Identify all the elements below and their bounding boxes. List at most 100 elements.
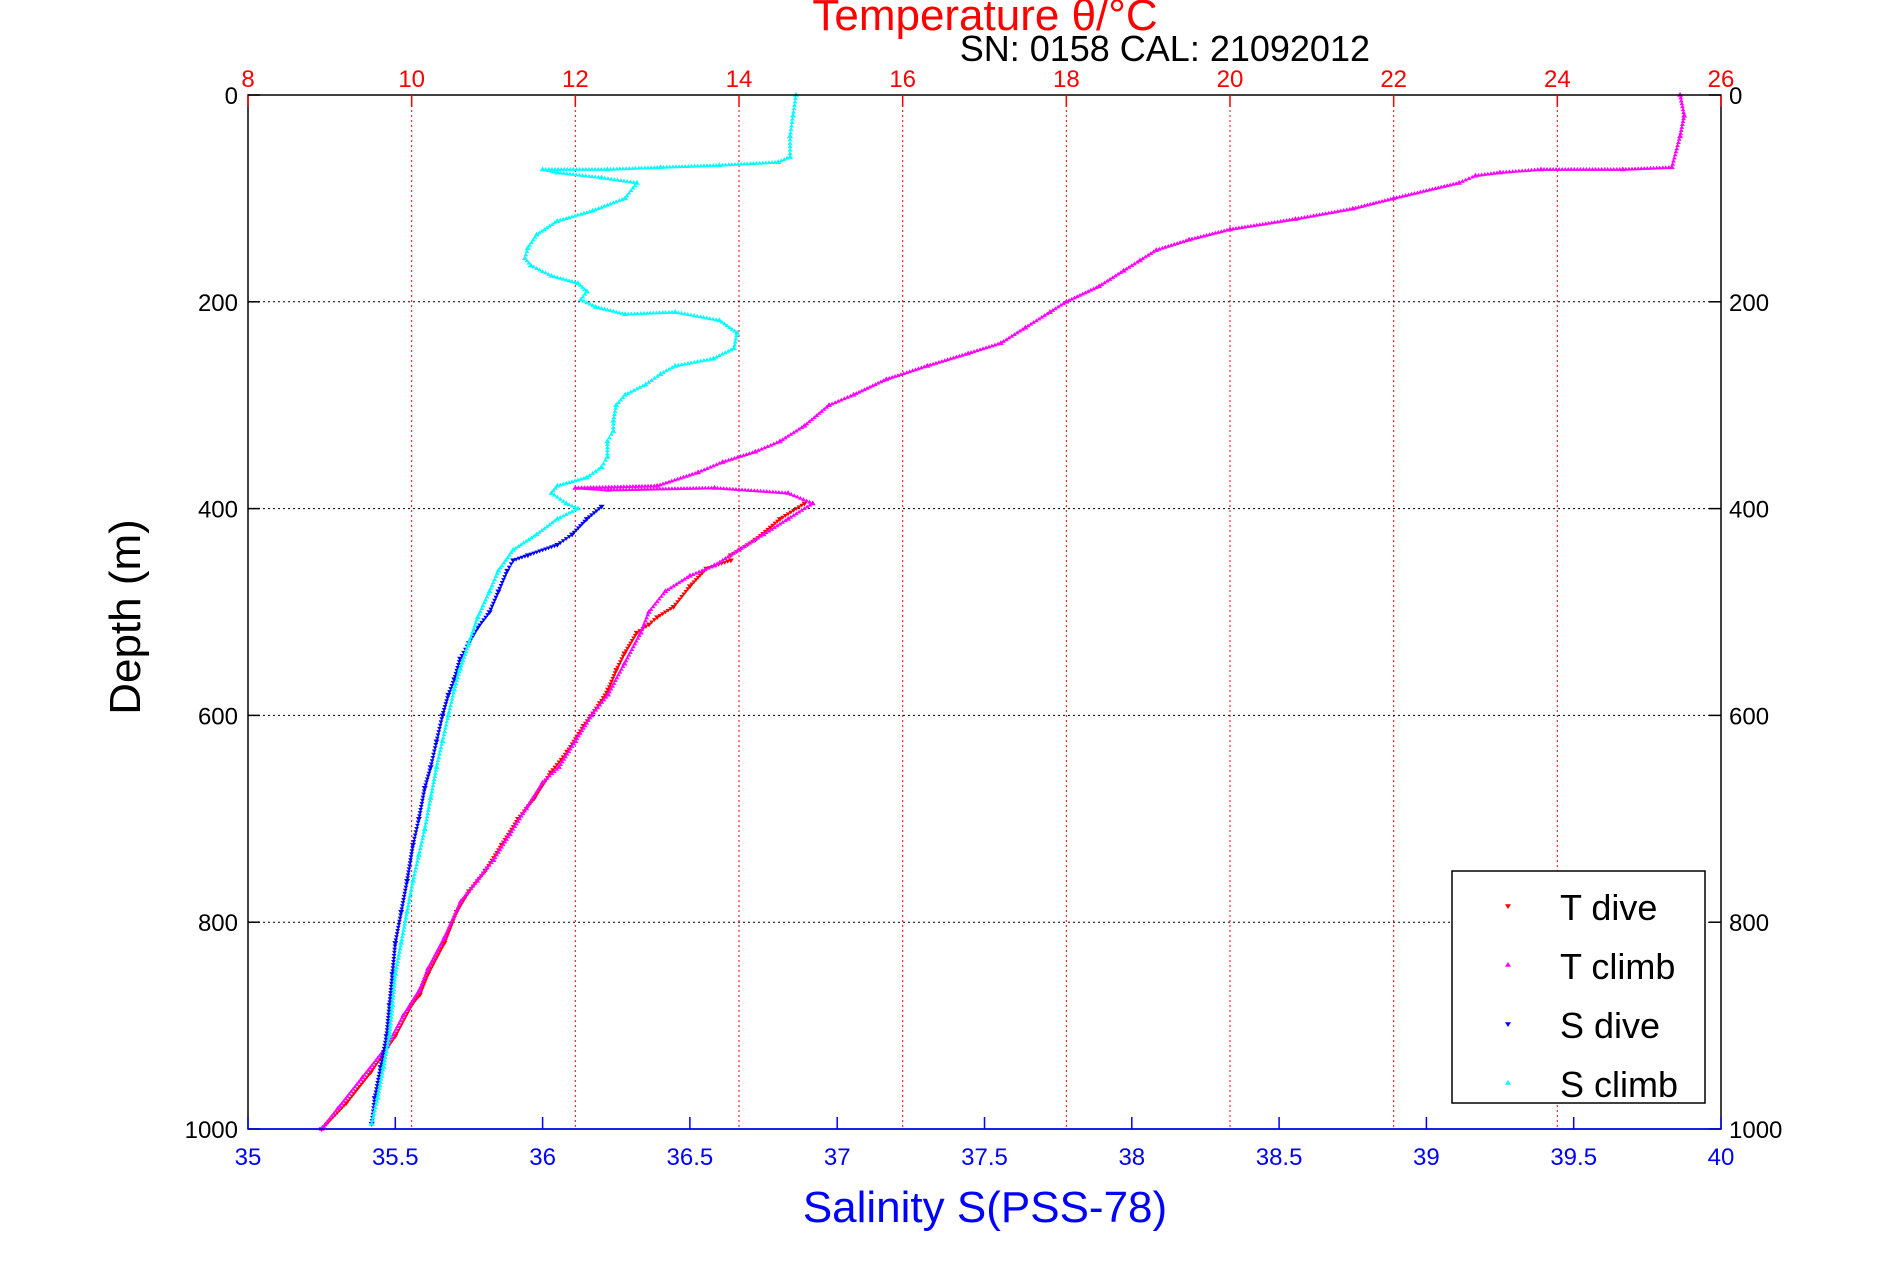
data-point-t-climb <box>771 441 777 446</box>
data-point-s-climb <box>652 375 657 380</box>
data-point-s-dive <box>391 960 396 964</box>
data-point-s-dive <box>407 861 413 866</box>
data-point-t-climb <box>995 341 1001 346</box>
data-point-s-climb <box>421 829 427 834</box>
data-point-s-climb <box>607 308 613 313</box>
data-point-s-dive <box>540 548 545 553</box>
data-point-t-climb <box>1670 161 1676 166</box>
data-point-t-climb <box>555 764 562 769</box>
data-point-s-dive <box>414 827 420 831</box>
data-point-t-climb <box>848 393 853 398</box>
data-point-s-dive <box>494 592 500 597</box>
data-point-t-climb <box>1326 210 1332 215</box>
data-point-t-climb <box>515 818 521 823</box>
data-point-t-climb <box>1503 169 1509 174</box>
data-point-t-climb <box>645 612 651 617</box>
data-point-t-climb <box>794 494 800 499</box>
data-point-t-climb <box>325 1118 331 1123</box>
data-point-t-climb <box>474 877 481 883</box>
tick-label-temp: 24 <box>1544 66 1571 93</box>
data-point-s-climb <box>612 412 617 416</box>
data-point-t-climb <box>862 387 867 392</box>
data-point-t-dive <box>424 975 430 980</box>
data-point-t-dive <box>776 517 783 522</box>
data-point-s-climb <box>566 502 572 507</box>
data-point-t-climb <box>572 484 579 490</box>
data-point-s-climb <box>610 421 616 426</box>
data-point-t-climb <box>343 1096 348 1101</box>
data-point-s-dive <box>580 521 585 526</box>
data-point-s-climb <box>444 719 450 724</box>
data-point-s-climb <box>751 161 756 165</box>
data-point-t-climb <box>733 549 739 554</box>
data-point-s-climb <box>628 179 633 184</box>
data-point-t-climb <box>942 358 948 363</box>
data-point-t-climb <box>1338 208 1344 213</box>
data-point-t-dive <box>770 523 775 528</box>
data-point-s-dive <box>389 978 395 983</box>
data-point-s-dive <box>434 736 440 741</box>
data-point-t-climb <box>434 949 440 954</box>
data-point-t-climb <box>1177 240 1183 245</box>
data-point-t-climb <box>1215 229 1221 234</box>
data-point-t-climb <box>1207 232 1212 237</box>
data-point-s-climb <box>778 158 784 163</box>
data-point-s-climb <box>685 312 691 316</box>
data-point-s-climb <box>370 1118 375 1123</box>
data-point-s-climb <box>655 373 660 378</box>
data-point-s-climb <box>593 468 599 473</box>
data-point-t-dive <box>617 660 623 665</box>
data-point-s-climb <box>370 1114 376 1119</box>
data-point-t-climb <box>739 487 745 492</box>
data-point-s-climb <box>474 614 481 619</box>
data-point-s-climb <box>614 166 620 171</box>
data-point-s-climb <box>613 199 619 204</box>
data-point-t-climb <box>727 486 733 491</box>
data-point-s-climb <box>760 160 766 165</box>
data-point-s-climb <box>688 312 694 317</box>
data-point-t-climb <box>1305 214 1310 219</box>
data-point-s-climb <box>618 178 624 182</box>
data-point-s-dive <box>455 665 460 670</box>
data-point-s-dive <box>376 1071 382 1076</box>
data-point-t-climb <box>793 428 799 433</box>
data-point-s-climb <box>510 546 517 552</box>
data-point-t-climb <box>350 1086 356 1091</box>
data-point-s-climb <box>732 328 737 333</box>
data-point-s-climb <box>425 808 431 812</box>
data-point-s-climb <box>563 480 569 485</box>
data-point-s-climb <box>787 154 794 159</box>
data-point-t-climb <box>624 484 630 489</box>
data-point-s-climb <box>631 180 637 184</box>
data-point-s-climb <box>470 629 476 633</box>
data-point-s-climb <box>526 260 532 265</box>
data-point-s-climb <box>560 481 566 486</box>
data-point-s-dive <box>388 984 394 989</box>
data-point-t-dive <box>780 515 786 520</box>
data-point-t-climb <box>569 744 575 748</box>
data-point-s-climb <box>787 133 794 139</box>
data-point-s-climb <box>613 309 619 314</box>
data-point-t-climb <box>986 344 992 349</box>
data-point-t-climb <box>497 847 503 852</box>
data-point-s-climb <box>478 609 483 613</box>
data-point-s-dive <box>594 509 600 514</box>
data-point-t-climb <box>1245 224 1251 229</box>
data-point-s-dive <box>418 804 424 809</box>
data-point-t-climb <box>1263 221 1269 226</box>
data-point-t-climb <box>375 1055 381 1060</box>
chart-subtitle: SN: 0158 CAL: 21092012 <box>960 28 1370 69</box>
data-point-t-climb <box>464 891 470 896</box>
data-point-t-climb <box>759 446 764 451</box>
data-point-s-climb <box>626 190 632 195</box>
data-point-s-climb <box>403 915 409 920</box>
data-point-t-climb <box>1107 276 1113 281</box>
data-point-s-dive <box>450 680 456 685</box>
data-point-t-climb <box>696 569 702 574</box>
data-point-s-dive <box>386 1006 392 1011</box>
data-point-t-climb <box>1042 313 1047 318</box>
data-point-t-climb <box>1009 333 1015 338</box>
tick-label-salinity: 35.5 <box>372 1144 419 1171</box>
data-point-s-climb <box>628 311 634 316</box>
data-point-s-dive <box>408 858 413 863</box>
